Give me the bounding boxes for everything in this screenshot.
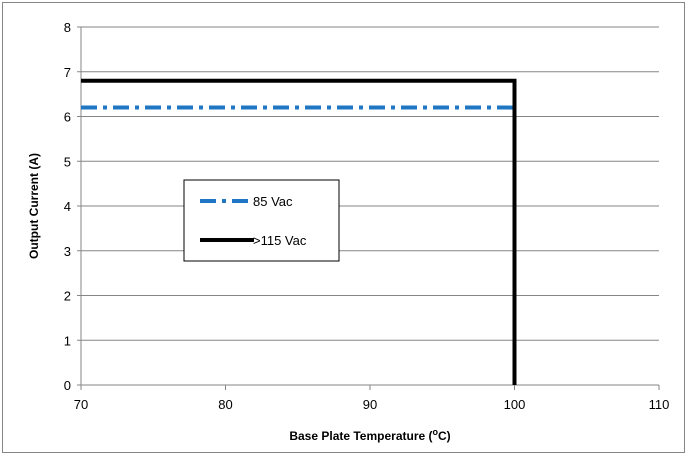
- x-tick-labels: 70 80 90 100 110: [74, 385, 670, 412]
- x-axis-title-sup: o: [433, 427, 439, 437]
- y-tick-labels: 0 1 2 3 4 5 6 7 8: [64, 20, 81, 393]
- x-axis-title: Base Plate Temperature (oC): [289, 427, 450, 443]
- y-tick-label-1: 1: [64, 333, 71, 348]
- legend-label-115vac: >115 Vac: [253, 233, 307, 248]
- y-tick-label-4: 4: [64, 199, 71, 214]
- y-tick-label-3: 3: [64, 244, 71, 259]
- x-tick-label-70: 70: [74, 397, 88, 412]
- axes: [77, 27, 659, 389]
- legend-label-85vac: 85 Vac: [253, 194, 293, 209]
- y-tick-label-8: 8: [64, 20, 71, 35]
- y-axis-title: Output Current (A): [27, 153, 41, 259]
- gridlines: [81, 26, 659, 341]
- x-tick-label-100: 100: [504, 397, 526, 412]
- series-line-1: [81, 78, 517, 385]
- chart-frame: [2, 2, 685, 453]
- y-tick-label-0: 0: [64, 378, 71, 393]
- y-tick-label-2: 2: [64, 289, 71, 304]
- legend-box: [183, 179, 340, 262]
- y-tick-label-5: 5: [64, 154, 71, 169]
- x-tick-label-80: 80: [218, 397, 232, 412]
- series-lines: [81, 78, 517, 385]
- x-axis-title-main: Base Plate Temperature (: [289, 429, 432, 443]
- y-tick-label-7: 7: [64, 65, 71, 80]
- y-tick-label-6: 6: [64, 110, 71, 125]
- x-tick-label-90: 90: [363, 397, 377, 412]
- legend: 85 Vac >115 Vac: [183, 179, 340, 262]
- x-tick-label-110: 110: [649, 397, 670, 412]
- x-axis-title-tail: C): [438, 429, 451, 443]
